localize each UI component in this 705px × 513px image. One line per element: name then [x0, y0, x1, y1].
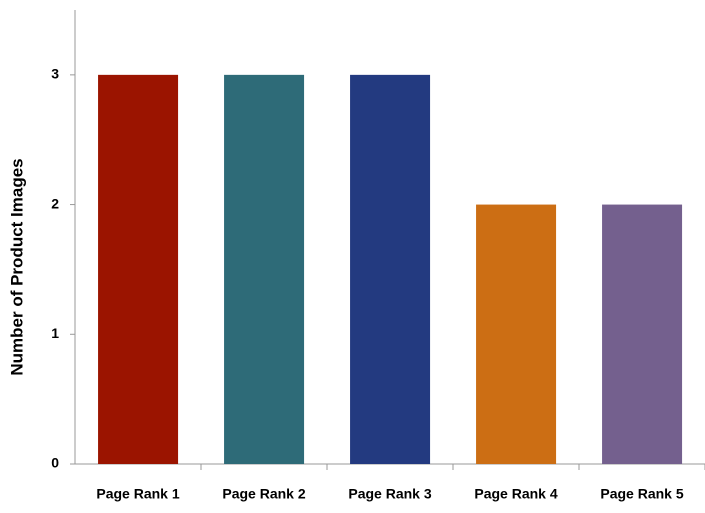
bar [98, 74, 179, 464]
x-tick-label: Page Rank 5 [600, 486, 683, 502]
x-tick-label: Page Rank 1 [96, 486, 179, 502]
bar [224, 74, 305, 464]
y-tick-label: 0 [51, 455, 59, 471]
x-tick-label: Page Rank 4 [474, 486, 557, 502]
bar [602, 204, 683, 465]
y-tick-label: 2 [51, 195, 59, 211]
bar [476, 204, 557, 465]
x-tick-label: Page Rank 3 [348, 486, 431, 502]
bar [350, 74, 431, 464]
y-axis-label: Number of Product Images [7, 158, 26, 375]
x-tick-label: Page Rank 2 [222, 486, 305, 502]
y-tick-label: 1 [51, 325, 59, 341]
y-tick-label: 3 [51, 66, 59, 82]
